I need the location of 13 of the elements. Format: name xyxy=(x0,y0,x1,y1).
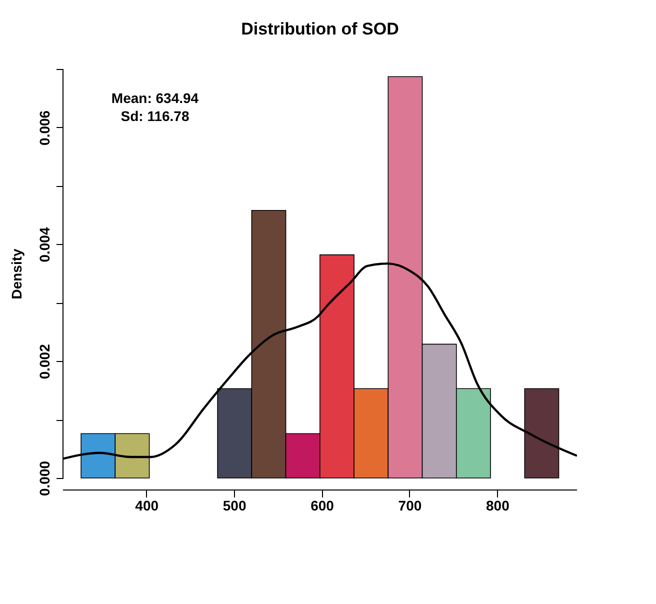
x-tick-label: 800 xyxy=(486,498,510,514)
y-tick-label: 0.006 xyxy=(36,110,52,146)
x-tick-label: 600 xyxy=(310,498,334,514)
x-tick-label: 400 xyxy=(135,498,159,514)
x-tick-label: 500 xyxy=(222,498,246,514)
y-tick-label: 0.002 xyxy=(36,344,52,380)
y-tick-label: 0.000 xyxy=(36,460,52,496)
annotation: Mean: 634.94 xyxy=(111,90,199,106)
x-tick-label: 700 xyxy=(398,498,422,514)
chart-title: Distribution of SOD xyxy=(241,20,399,38)
y-tick-label: 0.004 xyxy=(36,227,52,262)
y-axis-title: Density xyxy=(8,248,24,300)
annotation: Sd: 116.78 xyxy=(120,108,190,124)
